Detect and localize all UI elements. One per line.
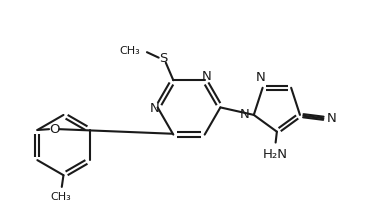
Text: N: N <box>149 102 159 115</box>
Text: CH₃: CH₃ <box>119 46 140 56</box>
Text: O: O <box>50 123 60 136</box>
Text: CH₃: CH₃ <box>50 192 71 202</box>
Text: N: N <box>240 108 249 121</box>
Text: H₂N: H₂N <box>262 148 287 161</box>
Text: N: N <box>201 70 211 83</box>
Text: S: S <box>159 52 167 65</box>
Text: N: N <box>326 112 336 125</box>
Text: N: N <box>256 71 266 84</box>
